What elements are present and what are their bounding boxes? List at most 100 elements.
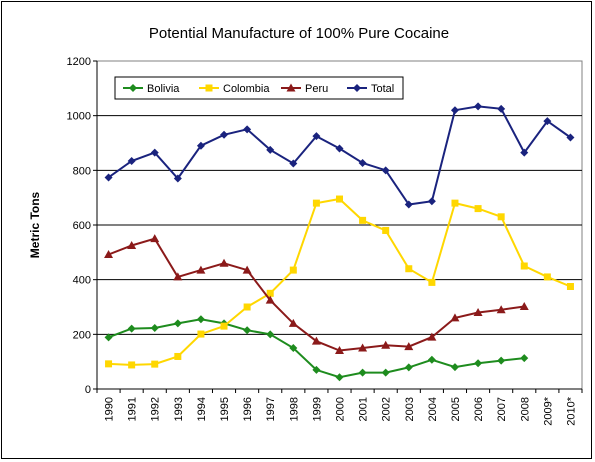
data-point-bolivia (427, 355, 436, 364)
data-point-peru (427, 332, 437, 341)
data-point-peru (496, 305, 506, 314)
data-point-total (243, 125, 252, 134)
data-point-total (520, 148, 529, 157)
data-point-total (497, 104, 506, 113)
legend-label-colombia: Colombia (223, 83, 270, 95)
data-point-colombia (151, 360, 159, 368)
data-point-colombia (497, 213, 505, 221)
data-point-colombia (197, 330, 205, 338)
data-point-total (266, 145, 275, 154)
data-point-bolivia (450, 363, 459, 372)
x-tick-label: 2006 (473, 397, 485, 421)
data-point-total (543, 117, 552, 126)
x-tick-label: 2008 (519, 397, 531, 421)
data-point-bolivia (127, 324, 136, 333)
data-point-peru (358, 343, 368, 352)
x-tick-label: 2007 (496, 397, 508, 421)
legend-item-bolivia: Bolivia (123, 83, 180, 95)
x-tick-label: 1997 (265, 397, 277, 421)
data-point-peru (104, 250, 114, 259)
data-point-total (427, 197, 436, 206)
data-point-peru (288, 318, 298, 327)
legend-label-total: Total (371, 83, 394, 95)
data-point-colombia (359, 216, 367, 224)
legend-marker-colombia (205, 84, 213, 92)
data-point-colombia (128, 361, 136, 369)
x-tick-label: 1993 (173, 397, 185, 421)
data-point-colombia (266, 289, 274, 297)
x-tick-label: 2001 (358, 397, 370, 421)
data-point-bolivia (404, 363, 413, 372)
x-tick-label: 1994 (196, 397, 208, 421)
data-point-colombia (336, 195, 343, 203)
data-point-total (289, 159, 298, 168)
series-colombia (105, 195, 574, 369)
data-point-bolivia (289, 344, 298, 352)
x-tick-label: 2010* (565, 396, 577, 425)
data-point-peru (381, 340, 391, 349)
y-tick-label: 800 (73, 165, 91, 177)
x-tick-label: 2000 (335, 397, 347, 421)
data-point-peru (335, 345, 344, 354)
y-tick-label: 600 (73, 220, 91, 232)
data-point-peru (127, 241, 137, 249)
x-tick-label: 2003 (404, 397, 416, 421)
data-point-total (450, 106, 459, 115)
data-point-colombia (382, 226, 390, 234)
y-tick-label: 0 (85, 384, 91, 396)
data-point-colombia (451, 199, 459, 207)
x-tick-label: 2002 (381, 397, 393, 421)
data-point-total (173, 174, 182, 183)
data-point-total (358, 158, 367, 167)
series-layer (104, 102, 575, 382)
y-tick-label: 1200 (67, 56, 91, 68)
series-peru (104, 234, 529, 354)
y-tick-label: 1000 (67, 111, 91, 123)
x-tick-label: 1995 (219, 397, 231, 421)
x-tick-labels: 1990 1991 1992 1993 1994 1995 1996 1997 1998 1999… (104, 396, 578, 425)
data-point-colombia (405, 265, 413, 273)
x-tick-label: 1998 (288, 397, 300, 421)
data-point-colombia (289, 266, 297, 274)
legend-marker-total (353, 84, 361, 92)
data-point-colombia (243, 303, 251, 311)
data-point-bolivia (312, 365, 321, 374)
data-point-total (566, 133, 575, 142)
data-point-peru (150, 234, 160, 243)
data-point-peru (473, 307, 483, 316)
data-point-bolivia (196, 315, 205, 324)
legend: Bolivia Colombia Peru Total (114, 76, 404, 100)
data-point-colombia (543, 273, 551, 281)
data-point-colombia (520, 262, 528, 270)
data-point-bolivia (474, 359, 483, 368)
data-point-colombia (312, 199, 320, 207)
data-point-bolivia (150, 324, 159, 333)
legend-item-colombia: Colombia (199, 83, 270, 95)
data-point-total (335, 144, 344, 153)
legend-box (114, 76, 404, 100)
data-point-peru (450, 313, 460, 322)
x-tick-label: 2004 (427, 397, 439, 421)
data-point-total (474, 102, 483, 111)
data-point-total (104, 173, 113, 182)
data-point-bolivia (358, 368, 367, 377)
legend-marker-bolivia (129, 84, 137, 92)
data-point-colombia (428, 278, 436, 286)
data-point-bolivia (104, 333, 113, 342)
x-tick-label: 2005 (450, 397, 462, 421)
data-point-bolivia (243, 326, 252, 335)
data-point-total (220, 130, 229, 139)
data-point-bolivia (173, 319, 182, 328)
chart-title: Potential Manufacture of 100% Pure Cocai… (149, 25, 449, 42)
data-point-colombia (474, 205, 482, 213)
data-point-total (150, 148, 159, 157)
legend-label-peru: Peru (305, 83, 328, 95)
data-point-total (127, 157, 136, 166)
data-point-peru (173, 272, 183, 281)
x-tick-label: 2009* (542, 396, 554, 425)
data-point-bolivia (520, 354, 529, 363)
data-point-peru (519, 301, 529, 310)
y-axis-label: Metric Tons (28, 191, 42, 258)
x-tick-label: 1992 (150, 397, 162, 421)
